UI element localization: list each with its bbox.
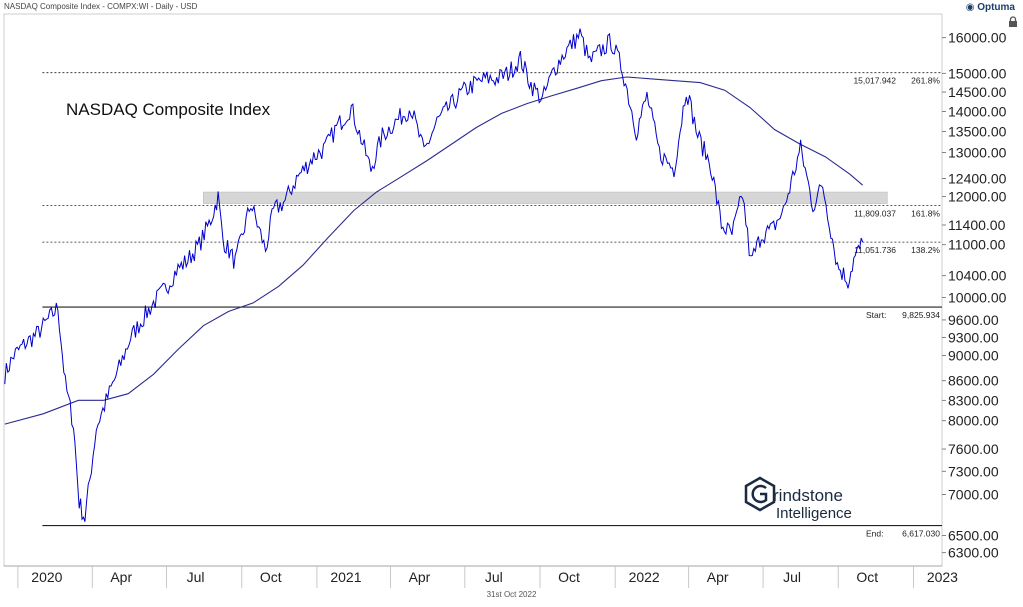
y-tick-label-4: 13500.00 (948, 124, 1007, 140)
lock-icon[interactable] (1007, 16, 1019, 28)
x-tick-label-10: Jul (783, 569, 801, 585)
y-tick-label-13: 9300.00 (948, 329, 999, 345)
level-value-label-0: 15,017.942 (853, 76, 896, 86)
y-tick-label-11: 10000.00 (948, 289, 1007, 305)
price-series-line (4, 28, 864, 522)
y-tick-label-21: 6500.00 (948, 527, 999, 543)
y-tick-label-22: 6300.00 (948, 545, 999, 561)
x-tick-label-12: 2023 (927, 569, 958, 585)
y-tick-label-7: 12000.00 (948, 189, 1007, 205)
moving-average-line (4, 76, 864, 425)
y-tick-label-6: 12400.00 (948, 171, 1007, 187)
chart-title: NASDAQ Composite Index (66, 100, 271, 119)
level-value-label-2: 11,051.736 (854, 245, 896, 255)
level-name-label-4: End: (866, 529, 884, 539)
y-tick-label-16: 8300.00 (948, 392, 999, 408)
y-tick-label-3: 14000.00 (948, 103, 1007, 119)
y-tick-label-5: 13000.00 (948, 144, 1007, 160)
resistance-zone (203, 191, 888, 204)
x-tick-label-2: Jul (187, 569, 205, 585)
x-tick-label-8: 2022 (629, 569, 660, 585)
grindstone-g-glyph (751, 484, 768, 504)
y-tick-label-19: 7300.00 (948, 463, 999, 479)
x-tick-label-0: 2020 (31, 569, 62, 585)
x-tick-label-1: Apr (110, 569, 132, 585)
y-tick-label-17: 8000.00 (948, 413, 999, 429)
y-tick-label-10: 10400.00 (948, 268, 1007, 284)
watermark-line2: Intelligence (776, 505, 852, 522)
optuma-logo-icon: ◉ Optuma (965, 2, 1015, 13)
y-tick-label-20: 7000.00 (948, 486, 999, 502)
y-tick-label-8: 11400.00 (948, 217, 1006, 233)
level-value-label-4: 6,617.030 (902, 529, 940, 539)
y-tick-label-12: 9600.00 (948, 312, 999, 328)
x-tick-label-9: Apr (707, 569, 729, 585)
level-pct-label-0: 261.8% (911, 76, 940, 86)
y-tick-label-14: 9000.00 (948, 348, 999, 364)
y-tick-label-15: 8600.00 (948, 373, 999, 389)
x-tick-label-3: Oct (260, 569, 282, 585)
level-value-label-1: 11,809.037 (854, 208, 896, 218)
level-name-label-3: Start: (866, 310, 886, 320)
y-tick-label-18: 7600.00 (948, 441, 999, 457)
y-tick-label-9: 11000.00 (948, 237, 1006, 253)
x-tick-label-7: Oct (558, 569, 580, 585)
y-tick-label-2: 14500.00 (948, 84, 1007, 100)
price-chart[interactable]: 15,017.942 261.8% 11,809.037 161.8% 11,051.7… (0, 0, 1023, 590)
level-value-label-3: 9,825.934 (902, 310, 940, 320)
grindstone-g-hexagon-icon (744, 476, 776, 512)
grindstone-watermark: rindstone Intelligence (744, 476, 852, 522)
x-tick-label-11: Oct (856, 569, 878, 585)
plot-frame (3, 13, 943, 567)
level-pct-label-2: 138.2% (911, 245, 940, 255)
brand-name: Optuma (977, 2, 1015, 13)
y-tick-label-1: 15000.00 (948, 65, 1007, 81)
x-tick-label-4: 2021 (330, 569, 361, 585)
chart-symbol-header: NASDAQ Composite Index - COMPX:WI - Dail… (4, 2, 198, 11)
x-tick-label-5: Apr (409, 569, 431, 585)
level-pct-label-1: 161.8% (911, 208, 940, 218)
footer-date: 31st Oct 2022 (486, 590, 537, 599)
y-tick-label-0: 16000.00 (948, 30, 1007, 46)
watermark-line1: rindstone (773, 486, 843, 505)
x-tick-label-6: Jul (485, 569, 503, 585)
